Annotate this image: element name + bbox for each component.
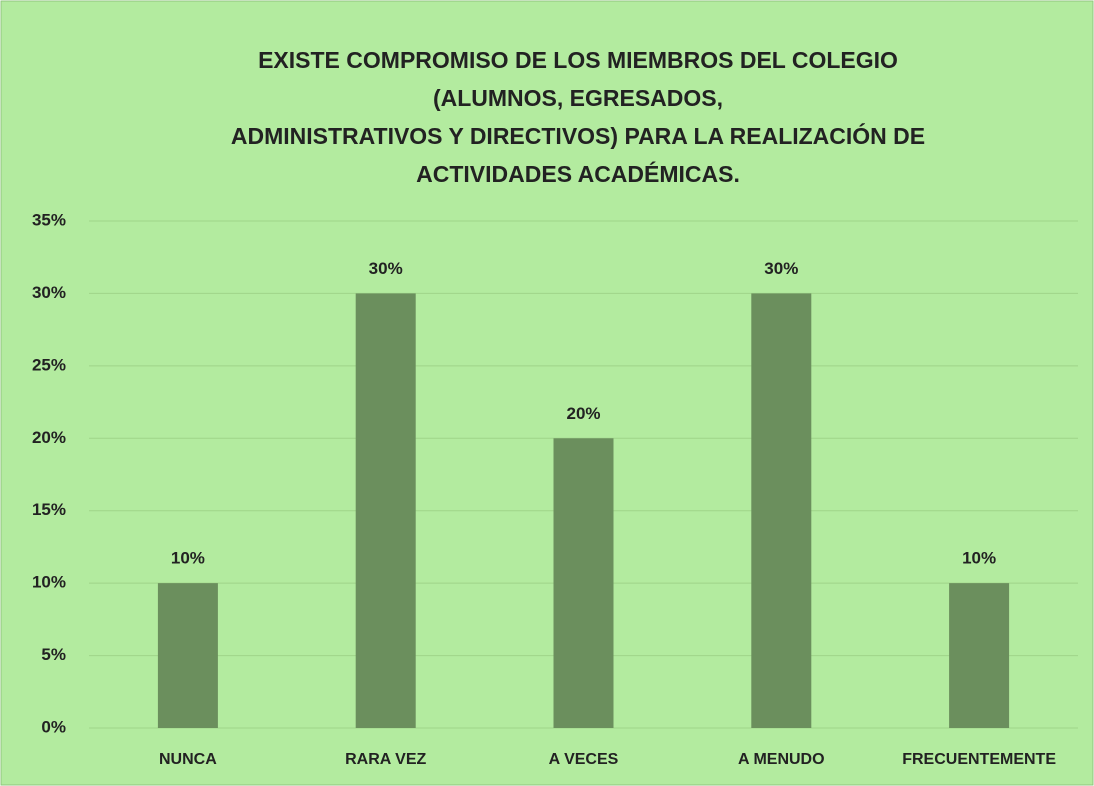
x-tick-label: NUNCA (159, 751, 217, 768)
y-tick-label: 0% (41, 717, 66, 736)
data-label: 20% (566, 404, 600, 423)
x-tick-label: A MENUDO (738, 751, 825, 768)
data-label: 10% (962, 549, 996, 568)
chart-title: (ALUMNOS, EGRESADOS, (433, 85, 723, 111)
chart-title: ADMINISTRATIVOS Y DIRECTIVOS) PARA LA RE… (231, 122, 925, 149)
bar (157, 583, 218, 728)
x-tick-label: RARA VEZ (345, 751, 426, 768)
y-tick-label: 30% (32, 283, 66, 302)
y-tick-label: 35% (32, 210, 66, 229)
y-tick-label: 20% (32, 428, 66, 447)
x-tick-label: A VECES (549, 751, 619, 768)
bar (553, 438, 614, 728)
y-tick-label: 15% (32, 500, 66, 519)
data-label: 10% (171, 549, 205, 568)
x-tick-label: FRECUENTEMENTE (902, 751, 1056, 768)
chart-title: ACTIVIDADES ACADÉMICAS. (416, 160, 740, 187)
chart-title: EXISTE COMPROMISO DE LOS MIEMBROS DEL CO… (258, 47, 898, 73)
bar (751, 293, 812, 728)
data-label: 30% (369, 259, 403, 278)
y-tick-label: 25% (32, 355, 66, 374)
data-label: 30% (764, 259, 798, 278)
y-tick-label: 10% (32, 573, 66, 592)
bar (949, 583, 1010, 728)
bar (355, 293, 416, 728)
y-tick-label: 5% (41, 645, 66, 664)
